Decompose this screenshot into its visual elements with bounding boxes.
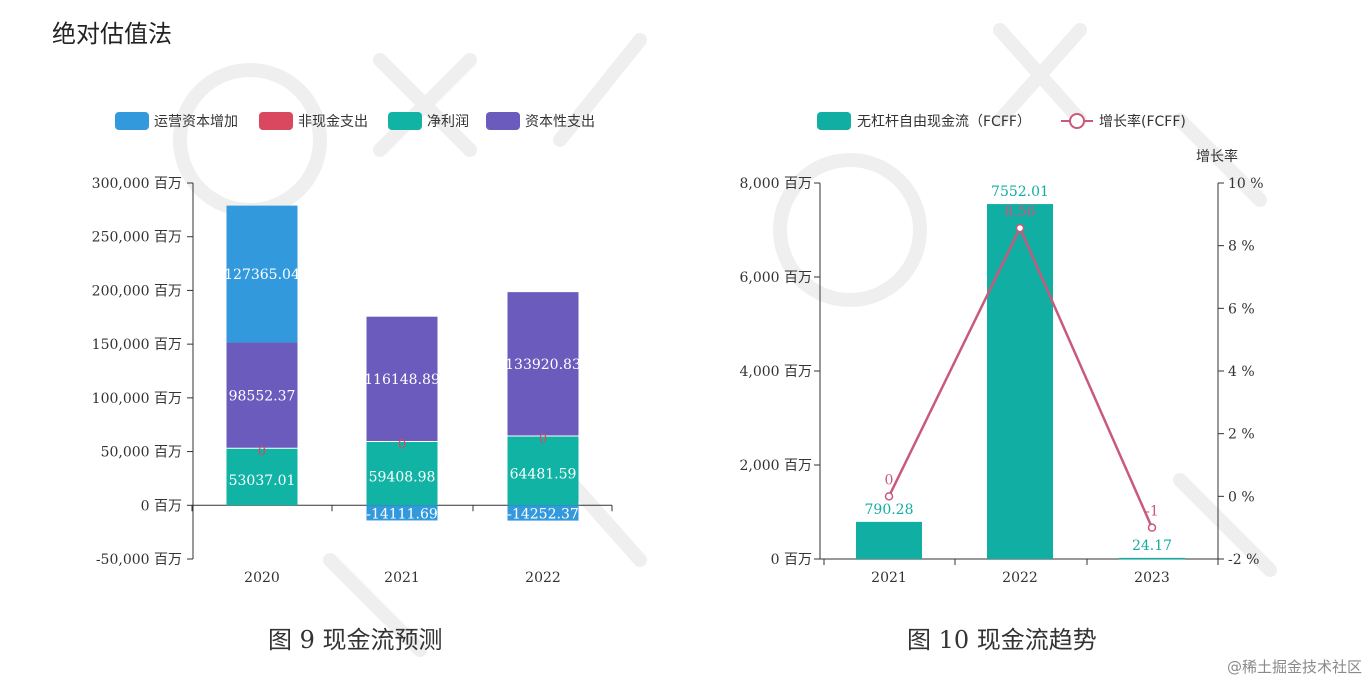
data-label-net-profit: 53037.01 (229, 473, 296, 489)
data-label-capex: 133920.83 (505, 357, 581, 373)
data-label-operating: 127365.04 (224, 267, 300, 283)
legend-label: 净利润 (427, 114, 469, 130)
x-tick-label: 2021 (384, 570, 420, 586)
bar-fcff (1119, 557, 1185, 560)
growth-point (1147, 523, 1157, 532)
right-growth-line (884, 223, 1157, 532)
x-tick-label: 2023 (1134, 570, 1170, 586)
y-tick-label: 150,000 百万 (92, 337, 182, 353)
left-chart-caption: 图 9 现金流预测 (268, 626, 443, 654)
y-tick-label: 0 百万 (141, 498, 182, 514)
x-tick-label: 2022 (525, 570, 561, 586)
data-label-non-cash: 0 (539, 432, 547, 447)
bar-operating-capital (507, 505, 579, 521)
x-tick-label: 2021 (871, 570, 907, 586)
legend-swatch (259, 112, 293, 130)
y-tick-label: 200,000 百万 (92, 283, 182, 299)
bar-net-profit (226, 448, 298, 506)
y-tick-label: 250,000 百万 (92, 230, 182, 246)
right-y-tick-label: 4 % (1228, 364, 1255, 380)
data-label-non-cash: 0 (258, 444, 266, 459)
legend-label: 非现金支出 (298, 114, 368, 130)
right-y-tick-label: 8 % (1228, 239, 1255, 255)
legend-swatch (817, 112, 851, 130)
bar-net-profit (366, 441, 438, 506)
bar-fcff (856, 521, 922, 559)
bar-operating-capital (366, 505, 438, 521)
right-chart-caption: 图 10 现金流趋势 (907, 626, 1097, 654)
legend-label: 增长率(FCFF) (1099, 113, 1186, 130)
data-label-growth: -1 (1145, 504, 1159, 520)
x-tick-label: 2020 (244, 570, 280, 586)
left-data-labels: 127365.04 53037.01 98552.37 0 -14111.69 59408… (224, 267, 581, 522)
right-y-tick-label: 0 % (1228, 489, 1255, 505)
right-y-tick-label: -2 % (1228, 552, 1259, 568)
bar-capex (366, 316, 438, 442)
right-y-tick-label: 6 % (1228, 301, 1255, 317)
page-title: 绝对估值法 (52, 20, 172, 48)
legend-swatch (486, 112, 520, 130)
left-y-tick-label: 6,000 百万 (739, 270, 812, 286)
growth-point (1015, 223, 1025, 233)
legend-marker (1069, 113, 1085, 129)
legend-label: 运营资本增加 (154, 114, 238, 130)
data-label-growth: 8.56 (1004, 204, 1035, 220)
bar-capex (507, 292, 579, 437)
data-label-non-cash: 0 (398, 437, 406, 452)
legend-swatch (115, 112, 149, 130)
legend-label: 资本性支出 (525, 114, 595, 130)
left-y-tick-label: 2,000 百万 (739, 458, 812, 474)
y-tick-label: -50,000 百万 (96, 552, 182, 568)
right-bars (856, 204, 1185, 560)
left-y-tick-label: 0 百万 (771, 552, 812, 568)
legend-swatch (388, 112, 422, 130)
right-legend: 无杠杆自由现金流（FCFF） 增长率(FCFF) (817, 112, 1186, 130)
data-label-capex: 116148.89 (364, 372, 440, 388)
data-label-capex: 98552.37 (229, 388, 296, 404)
left-y-tick-label: 4,000 百万 (739, 364, 812, 380)
data-label-fcff: 24.17 (1132, 538, 1172, 554)
y-tick-label: 50,000 百万 (101, 445, 182, 461)
data-label-fcff: 790.28 (865, 502, 914, 518)
right-y-tick-label: 10 % (1228, 176, 1264, 192)
data-label-net-profit: 59408.98 (369, 469, 436, 485)
left-y-tick-label: 8,000 百万 (739, 176, 812, 192)
bar-fcff (987, 204, 1053, 559)
data-label-net-profit: 64481.59 (510, 467, 577, 483)
left-bars (226, 205, 579, 521)
right-axis-title: 增长率 (1196, 148, 1238, 165)
right-axes: 8,000 百万 6,000 百万 4,000 百万 2,000 百万 0 百万 10 %… (739, 176, 1263, 586)
y-tick-label: 300,000 百万 (92, 176, 182, 192)
bar-operating-capital (226, 205, 298, 343)
growth-point (884, 492, 894, 501)
bar-net-profit (507, 436, 579, 506)
x-tick-label: 2022 (1002, 570, 1038, 586)
credit-watermark: @稀土掘金技术社区 (1226, 658, 1362, 676)
data-label-fcff: 7552.01 (991, 184, 1049, 200)
right-chart: 无杠杆自由现金流（FCFF） 增长率(FCFF) 8,000 百万 6,000 百万… (739, 112, 1264, 586)
right-data-labels: 790.28 7552.01 24.17 0 8.56 -1 (865, 184, 1173, 554)
data-label-operating: -14252.37 (507, 506, 579, 522)
bar-capex (226, 342, 298, 449)
right-y-tick-label: 2 % (1228, 427, 1255, 443)
left-legend: 运营资本增加 非现金支出 净利润 资本性支出 (115, 112, 595, 130)
data-label-growth: 0 (885, 472, 894, 488)
left-chart: 运营资本增加 非现金支出 净利润 资本性支出 300,000 百万 250,000 百万… (92, 112, 613, 586)
legend-label: 无杠杆自由现金流（FCFF） (857, 114, 1031, 130)
data-label-operating: -14111.69 (366, 506, 438, 522)
y-tick-label: 100,000 百万 (92, 391, 182, 407)
